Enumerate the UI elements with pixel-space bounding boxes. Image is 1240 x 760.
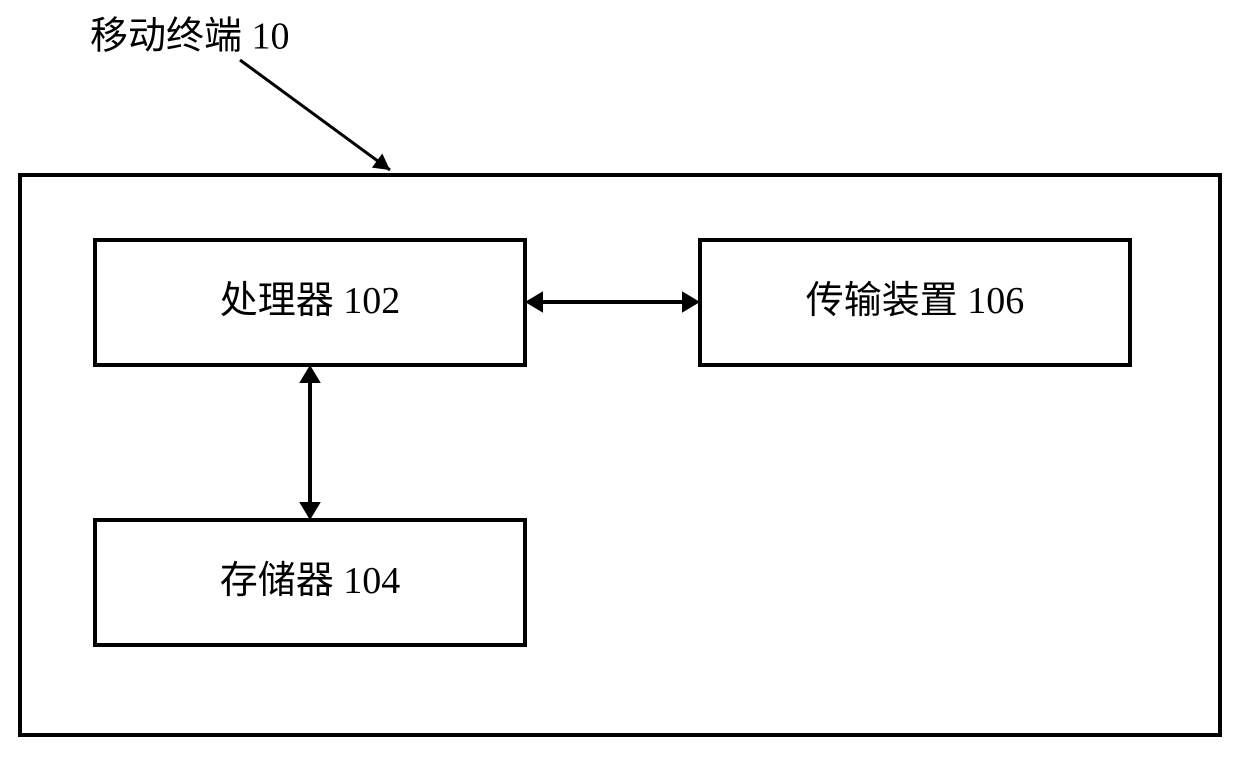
title-pointer [240, 60, 390, 170]
title-pointer-head [372, 153, 390, 170]
memory-node: 存储器 104 [95, 520, 525, 645]
diagram-canvas: 移动终端 10 处理器 102 传输装置 106 存储器 104 [0, 0, 1240, 760]
arrow-head [525, 291, 543, 313]
transmitter-label: 传输装置 106 [806, 280, 1025, 322]
memory-label: 存储器 104 [220, 560, 401, 602]
mobile-terminal-container [20, 175, 1220, 735]
arrow-head [299, 502, 321, 520]
processor-node: 处理器 102 [95, 240, 525, 365]
transmitter-node: 传输装置 106 [700, 240, 1130, 365]
processor-label: 处理器 102 [220, 280, 401, 322]
diagram-title: 移动终端 10 [90, 16, 290, 58]
arrow-head [682, 291, 700, 313]
arrow-head [299, 365, 321, 383]
